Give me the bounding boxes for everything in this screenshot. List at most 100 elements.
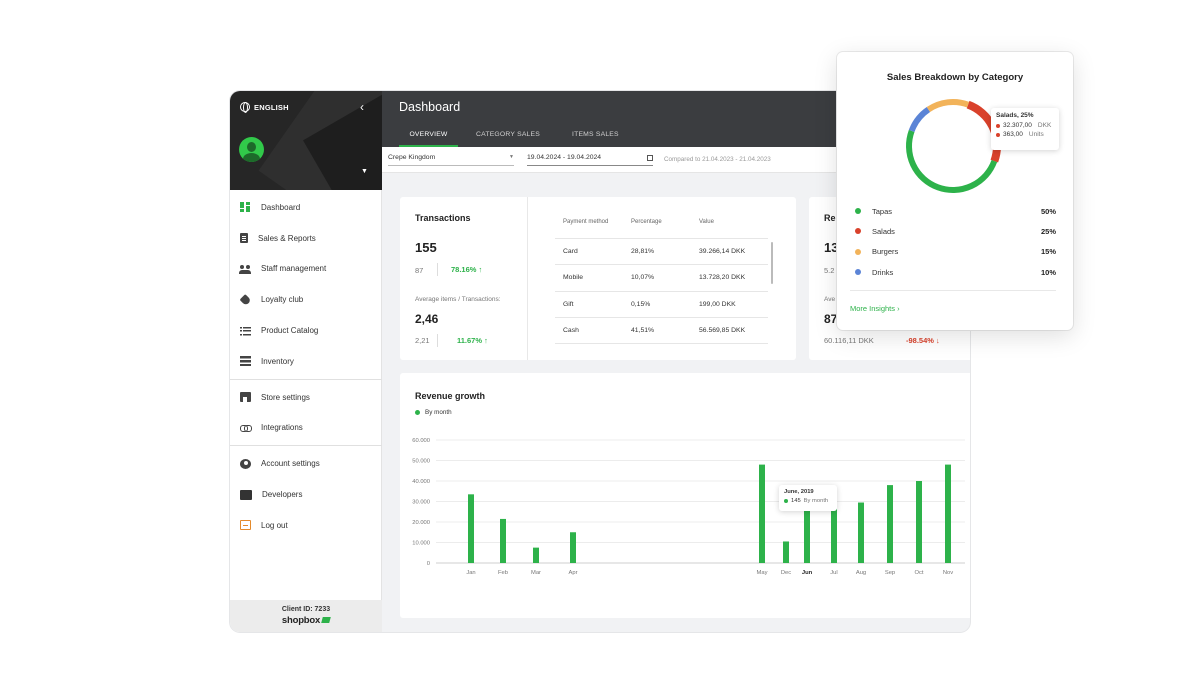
tooltip-unit: DKK	[1037, 122, 1052, 129]
tooltip-unit: By month	[803, 498, 829, 504]
sidebar-item-account-settings[interactable]: Account settings	[230, 448, 382, 479]
list-item: Burgers 15%	[850, 242, 1056, 262]
list-item: Tapas 50%	[850, 201, 1056, 221]
list-icon	[240, 325, 251, 336]
table-cell: 56.569,85 DKK	[699, 327, 746, 335]
sidebar-item-label: Integrations	[261, 423, 303, 433]
bar-apr[interactable]	[570, 532, 576, 563]
inventory-icon	[240, 356, 251, 367]
sidebar-item-label: Developers	[262, 490, 303, 500]
sidebar-item-label: Log out	[261, 520, 288, 530]
bar-oct[interactable]	[916, 481, 922, 563]
table-row: Card 28,81% 39.266,14 DKK	[555, 239, 768, 266]
divider	[230, 445, 382, 447]
legend-dot	[855, 269, 861, 276]
sidebar-item-label: Account settings	[261, 459, 320, 469]
sidebar-footer: Client ID: 7233 shopbox	[230, 600, 382, 632]
table-scrollbar[interactable]	[771, 242, 773, 284]
avatar[interactable]	[239, 137, 264, 162]
store-select-value: Crepe Kingdom	[388, 154, 436, 161]
table-cell: 28,81%	[631, 248, 655, 256]
date-range-value: 19.04.2024 - 19.04.2024	[527, 154, 602, 161]
legend-dot	[855, 228, 861, 235]
revenue-avg-change: -98.54% ↓	[906, 336, 940, 345]
sidebar-item-dashboard[interactable]: Dashboard	[230, 192, 382, 223]
y-tick-label: 0	[427, 561, 430, 567]
language-selector[interactable]: ENGLISH	[240, 102, 289, 113]
more-insights-link[interactable]: More Insights ›	[850, 304, 900, 313]
bar-dec[interactable]	[783, 541, 789, 563]
x-tick-label: Dec	[781, 570, 791, 576]
tooltip-dot	[996, 132, 1000, 137]
donut-slice-drinks[interactable]	[908, 107, 931, 133]
sidebar-item-logout[interactable]: Log out	[230, 510, 382, 541]
sidebar-item-label: Inventory	[261, 356, 294, 366]
sidebar-item-product-catalog[interactable]: Product Catalog	[230, 315, 382, 346]
tooltip-value: 363,00	[1003, 131, 1023, 138]
sidebar-item-label: Sales & Reports	[258, 233, 316, 243]
bar-feb[interactable]	[500, 518, 506, 563]
tab-overview[interactable]: OVERVIEW	[399, 129, 458, 147]
revenue-growth-title: Revenue growth	[415, 391, 486, 401]
category-name: Drinks	[872, 267, 894, 277]
calendar-icon[interactable]	[647, 155, 653, 161]
donut-slice-burgers[interactable]	[926, 99, 970, 113]
revenue-avg-value: 87	[824, 312, 838, 326]
arrow-up-icon: ↑	[484, 336, 488, 345]
table-cell: 13.728,20 DKK	[699, 274, 746, 282]
sidebar-item-developers[interactable]: Developers	[230, 479, 382, 510]
bar-sep[interactable]	[887, 485, 893, 563]
sidebar-item-staff[interactable]: Staff management	[230, 254, 382, 285]
bar-mar[interactable]	[533, 547, 539, 563]
date-range-field[interactable]: 19.04.2024 - 19.04.2024	[527, 154, 653, 166]
revenue-previous: 5.2	[824, 266, 835, 275]
transactions-count: 155	[415, 240, 437, 255]
revenue-title: Re	[824, 213, 836, 223]
chevron-down-icon[interactable]: ▼	[361, 168, 368, 175]
sidebar-item-label: Staff management	[261, 264, 327, 274]
bar-jan[interactable]	[468, 494, 474, 563]
table-row: Cash 41,51% 56.569,85 DKK	[555, 318, 768, 345]
bar-nov[interactable]	[945, 464, 951, 563]
arrow-up-icon: ↑	[478, 265, 483, 274]
category-name: Burgers	[872, 247, 899, 257]
payment-table: Payment method Percentage Value Card 28,…	[555, 219, 768, 345]
more-insights-label: More Insights	[850, 304, 896, 313]
table-cell: 39.266,14 DKK	[699, 248, 746, 256]
category-name: Tapas	[872, 206, 893, 216]
table-cell: 199,00 DKK	[699, 300, 736, 308]
store-select[interactable]: Crepe Kingdom ▼	[388, 154, 514, 166]
sidebar-item-store-settings[interactable]: Store settings	[230, 382, 382, 413]
bar-aug[interactable]	[858, 502, 864, 563]
brand-logo: shopbox	[230, 615, 382, 626]
brand-name: shopbox	[281, 615, 321, 626]
tooltip-title: June, 2019	[784, 489, 814, 495]
tooltip-unit: Units	[1028, 131, 1044, 138]
x-tick-label: Nov	[943, 570, 953, 576]
sidebar-item-integrations[interactable]: Integrations	[230, 413, 382, 444]
tooltip-dot	[996, 123, 1000, 128]
x-tick-label: May	[757, 570, 768, 576]
client-id: Client ID: 7233	[281, 606, 331, 613]
collapse-sidebar-icon[interactable]: ‹	[360, 100, 364, 114]
column-header: Payment method	[563, 219, 609, 225]
bar-jul[interactable]	[831, 508, 837, 563]
sidebar-item-loyalty[interactable]: Loyalty club	[230, 284, 382, 315]
avg-items-value: 2,46	[415, 312, 439, 326]
revenue-avg-previous: 60.116,11 DKK	[824, 336, 874, 345]
sidebar-item-label: Dashboard	[261, 202, 301, 212]
y-tick-label: 40.000	[412, 479, 430, 485]
bar-jun[interactable]	[804, 508, 810, 563]
sidebar-item-sales-reports[interactable]: Sales & Reports	[230, 223, 382, 254]
language-label: ENGLISH	[254, 102, 289, 112]
y-tick-label: 10.000	[412, 541, 430, 547]
bar-may[interactable]	[759, 464, 765, 563]
tab-items-sales[interactable]: ITEMS SALES	[572, 131, 619, 138]
donut-slice-tapas[interactable]	[906, 129, 998, 193]
tab-category-sales[interactable]: CATEGORY SALES	[476, 131, 540, 138]
sidebar-item-inventory[interactable]: Inventory	[230, 346, 382, 377]
revenue-growth-chart: 0 10.000 20.000 30.000 40.000 50.000 60.000 Jan…	[412, 438, 965, 576]
column-header: Value	[699, 219, 714, 225]
category-name: Salads	[872, 226, 895, 236]
tooltip-value: 145	[791, 498, 801, 504]
